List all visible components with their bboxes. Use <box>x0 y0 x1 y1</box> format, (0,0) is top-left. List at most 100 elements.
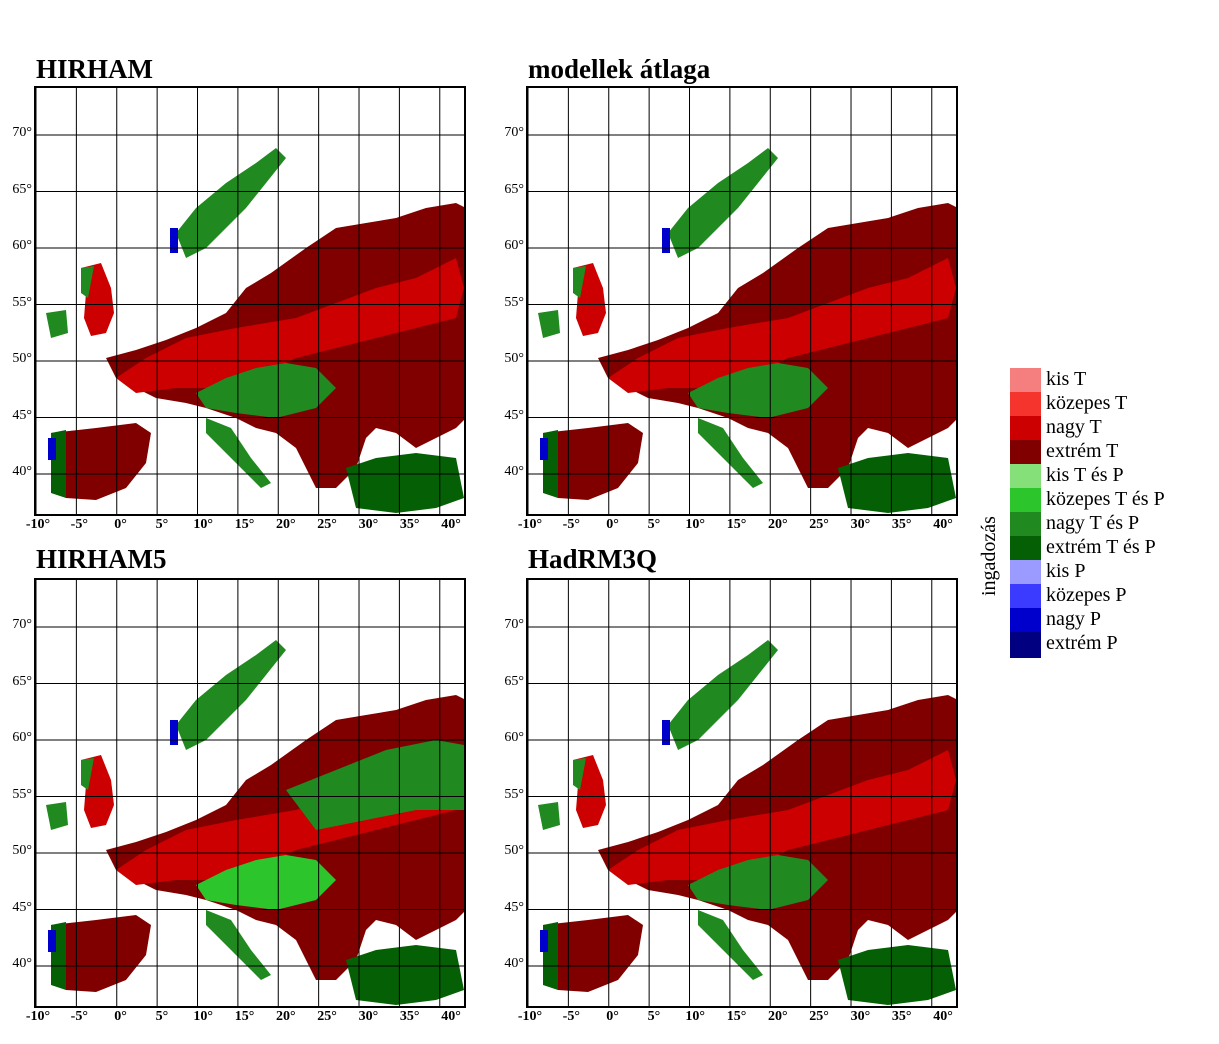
central-region <box>116 258 464 393</box>
legend-swatch <box>1010 464 1041 490</box>
legend-item: közepes P <box>1010 584 1127 610</box>
longitude-tick-label: 35° <box>399 517 420 532</box>
longitude-tick-label: 25° <box>317 517 337 532</box>
longitude-tick-label: 0° <box>606 517 619 532</box>
latitude-tick-label: 50° <box>504 351 524 366</box>
italy-region <box>206 418 271 488</box>
longitude-tick-label: 40° <box>933 517 953 532</box>
longitude-tick-label: 30° <box>358 517 379 532</box>
latitude-tick-label: 40° <box>504 956 524 971</box>
longitude-tick-label: -5° <box>70 517 88 532</box>
longitude-tick-label: 10° <box>193 517 213 532</box>
ireland-region <box>538 310 560 338</box>
legend-swatch <box>1010 632 1041 658</box>
latitude-tick-label: 45° <box>12 407 32 423</box>
legend-swatch <box>1010 416 1041 442</box>
europe-map <box>528 88 956 514</box>
legend-label: kis T és P <box>1046 464 1124 486</box>
latitude-tick-label: 70° <box>504 125 524 140</box>
latitude-tick-label: 65° <box>504 673 524 689</box>
latitude-tick-label: 45° <box>504 407 524 423</box>
map-frame <box>526 578 958 1008</box>
longitude-tick-label: 15° <box>726 1009 747 1024</box>
longitude-tick-label: -5° <box>562 1009 580 1024</box>
latitude-tick-label: 65° <box>504 181 524 197</box>
latitude-tick-label: 50° <box>504 843 524 858</box>
norway-coast-region <box>176 148 286 258</box>
longitude-tick-label: 30° <box>850 517 871 532</box>
legend-swatch <box>1010 536 1041 562</box>
latitude-tick-label: 60° <box>504 238 524 253</box>
legend-label: extrém T és P <box>1046 536 1156 558</box>
scotland-region <box>81 758 94 790</box>
legend-label: extrém T <box>1046 440 1119 462</box>
latitude-tick-label: 50° <box>12 843 32 858</box>
longitude-tick-label: 35° <box>891 1009 912 1024</box>
longitude-tick-label: -10° <box>517 517 543 532</box>
norway-coast-region <box>668 148 778 258</box>
alps-region <box>688 855 828 910</box>
legend-item: nagy P <box>1010 608 1101 634</box>
legend-label: nagy T és P <box>1046 512 1140 534</box>
alps-region <box>196 363 336 418</box>
iberia-blue-region <box>540 930 548 952</box>
latitude-tick-label: 45° <box>504 899 524 915</box>
longitude-tick-label: 30° <box>850 1009 871 1024</box>
legend-swatch <box>1010 608 1041 634</box>
latitude-tick-label: 70° <box>12 617 32 632</box>
turkey-region <box>346 453 464 513</box>
legend-swatch <box>1010 560 1041 586</box>
latitude-tick-label: 70° <box>12 125 32 140</box>
legend-label: közepes P <box>1046 584 1127 606</box>
legend-item: extrém P <box>1010 632 1118 658</box>
norway-blue-region <box>662 228 670 253</box>
legend-label: kis T <box>1046 368 1087 390</box>
longitude-tick-label: 25° <box>809 1009 829 1024</box>
latitude-tick-label: 55° <box>504 294 524 310</box>
legend-item: nagy T és P <box>1010 512 1139 538</box>
norway-coast-region <box>176 640 286 750</box>
legend-item: nagy T <box>1010 416 1102 442</box>
panel-title: HIRHAM5 <box>36 544 167 574</box>
iberia-blue-region <box>540 438 548 460</box>
latitude-tick-label: 65° <box>12 673 32 689</box>
longitude-tick-label: 20° <box>767 517 788 532</box>
longitude-tick-label: 40° <box>441 517 461 532</box>
latitude-tick-label: 60° <box>12 238 32 253</box>
legend-item: extrém T és P <box>1010 536 1156 562</box>
legend-item: extrém T <box>1010 440 1118 466</box>
legend-item: kis P <box>1010 560 1085 586</box>
latitude-tick-label: 45° <box>12 899 32 915</box>
ireland-region <box>538 802 560 830</box>
longitude-tick-label: 5° <box>155 1009 169 1024</box>
longitude-tick-label: 10° <box>685 517 705 532</box>
longitude-tick-label: -10° <box>25 1009 51 1024</box>
turkey-region <box>346 945 464 1005</box>
norway-blue-region <box>170 228 178 253</box>
longitude-tick-label: 10° <box>685 1009 705 1024</box>
legend-label: közepes T <box>1046 392 1128 414</box>
latitude-tick-label: 40° <box>504 464 524 479</box>
longitude-tick-label: 5° <box>647 517 661 532</box>
map-frame <box>34 86 466 516</box>
longitude-tick-label: 15° <box>234 517 255 532</box>
latitude-tick-label: 60° <box>12 730 32 745</box>
legend-item: kis T és P <box>1010 464 1124 490</box>
panel-title: HadRM3Q <box>528 544 658 574</box>
longitude-tick-label: -10° <box>517 1009 543 1024</box>
legend-item: kis T <box>1010 368 1086 394</box>
central-region <box>608 750 956 885</box>
legend-label: nagy T <box>1046 416 1102 438</box>
ireland-region <box>46 310 68 338</box>
longitude-tick-label: -10° <box>25 517 51 532</box>
latitude-tick-label: 40° <box>12 464 32 479</box>
legend-swatch <box>1010 584 1041 610</box>
longitude-tick-label: 40° <box>441 1009 461 1024</box>
latitude-tick-label: 60° <box>504 730 524 745</box>
legend-swatch <box>1010 392 1041 418</box>
longitude-tick-label: 40° <box>933 1009 953 1024</box>
italy-region <box>206 910 271 980</box>
latitude-tick-label: 70° <box>504 617 524 632</box>
scotland-region <box>81 266 94 298</box>
europe-map <box>36 88 464 514</box>
